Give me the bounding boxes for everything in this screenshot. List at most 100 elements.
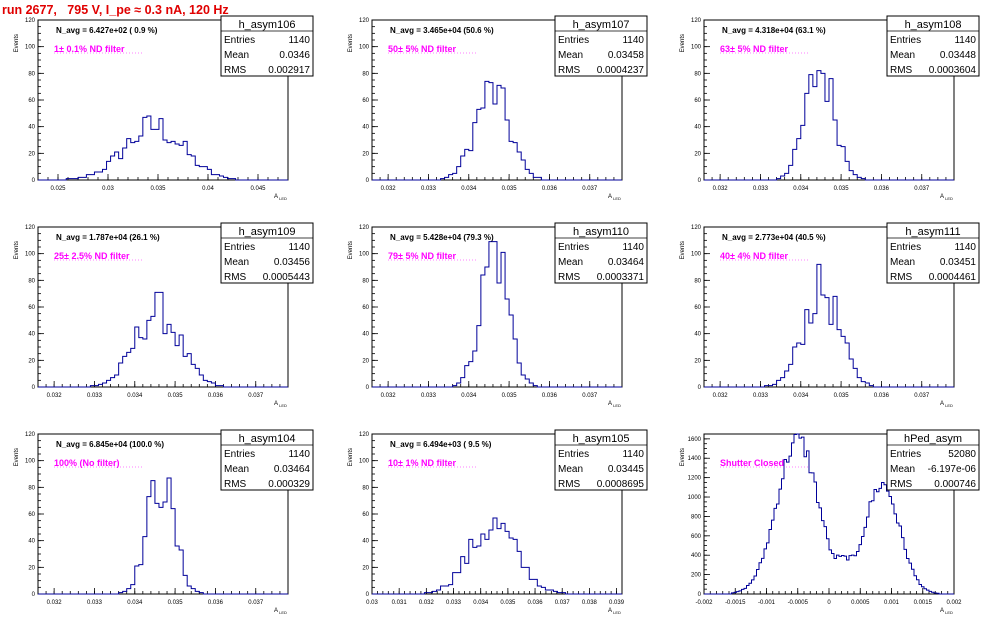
navg-label: N_avg = 2.773e+04 (40.5 %) [722,233,826,242]
x-tick-label: 0.001 [884,600,900,606]
x-axis-title-subscript: LED [612,403,621,408]
y-tick-label: 200 [691,573,702,579]
y-tick-label: 80 [362,71,369,77]
stats-histogram-name: h_asym105 [573,433,630,445]
stats-label-entries: Entries [224,242,255,253]
x-tick-label: 0.034 [793,186,809,192]
stats-value-rms: 0.0004237 [597,65,645,76]
histogram-panel-h_asym110: 0 20 40 60 80 100 120 0.032 0.033 0.034 0.035 0.036… [348,222,648,408]
stats-label-mean: Mean [890,464,915,475]
y-tick-label: 120 [691,18,702,24]
stats-value-mean: 0.03451 [940,257,977,268]
y-tick-label: 80 [28,485,35,491]
stats-label-mean: Mean [558,464,583,475]
stats-value-entries: 1140 [954,35,976,46]
histogram-bars [704,263,954,388]
x-tick-label: 0.035 [150,186,166,192]
x-tick-label: -0.001 [758,600,776,606]
y-tick-label: 60 [28,305,35,311]
stats-histogram-name: h_asym107 [573,19,630,31]
y-tick-label: 20 [362,565,369,571]
y-tick-label: 60 [362,305,369,311]
x-tick-label: 0.04 [202,186,214,192]
y-tick-label: 20 [362,358,369,364]
x-tick-label: 0.032 [47,600,63,606]
filter-label: 10± 1% ND filter [388,458,456,468]
y-axis-title: Events [680,34,686,52]
histogram-bars [372,241,622,388]
x-tick-label: 0.036 [874,186,890,192]
y-tick-label: 120 [25,225,36,231]
x-tick-label: 0.039 [609,600,625,606]
histogram-bars [372,517,622,595]
x-axis-title: A LED [940,608,953,615]
y-tick-label: 120 [25,432,36,438]
y-axis-title: Events [680,448,686,466]
page-title: run 2677, 795 V, I_pe ≈ 0.3 nA, 120 Hz [2,3,229,17]
y-tick-label: 40 [28,332,35,338]
y-tick-label: 80 [694,278,701,284]
x-tick-label: 0.033 [421,393,437,399]
y-tick-label: 100 [359,45,370,51]
x-tick-label: -0.002 [695,600,713,606]
y-tick-label: 40 [694,125,701,131]
stats-value-mean: 0.0346 [279,50,310,61]
x-axis-title: A LED [274,401,287,408]
x-tick-label: 0.036 [874,393,890,399]
filter-label: 1± 0.1% ND filter [54,44,125,54]
x-axis-title: A LED [940,401,953,408]
filter-label: 100% (No filter) [54,458,120,468]
y-tick-label: 0 [698,592,702,598]
x-tick-label: 0.032 [713,393,729,399]
x-tick-label: 0.037 [582,393,598,399]
stats-value-rms: 0.0008695 [597,479,645,490]
stats-label-rms: RMS [558,479,581,490]
y-tick-label: 0 [32,592,36,598]
y-tick-label: 60 [362,98,369,104]
x-axis-title: A LED [274,194,287,201]
y-tick-label: 1200 [688,476,702,482]
y-tick-label: 80 [694,71,701,77]
x-tick-label: 0.035 [168,600,184,606]
x-axis-title-subscript: LED [944,610,953,615]
stats-label-rms: RMS [890,65,913,76]
x-tick-label: 0.0005 [851,600,870,606]
filter-label: 79± 5% ND filter [388,251,456,261]
y-tick-label: 0 [366,178,370,184]
stats-value-entries: 52080 [948,449,976,460]
x-tick-label: 0.035 [502,393,518,399]
stats-label-mean: Mean [558,257,583,268]
x-tick-label: 0.033 [753,186,769,192]
y-tick-label: 20 [28,358,35,364]
stats-value-mean: 0.03445 [608,464,645,475]
stats-box [554,429,648,491]
x-tick-label: 0.034 [461,186,477,192]
stats-box [220,429,314,491]
x-tick-label: 0.045 [250,186,266,192]
x-tick-label: 0.036 [542,393,558,399]
stats-label-entries: Entries [224,35,255,46]
x-axis-title-subscript: LED [278,196,287,201]
x-axis-title: A LED [274,608,287,615]
x-tick-label: 0.032 [47,393,63,399]
y-axis-title: Events [348,34,354,52]
y-axis-title: Events [14,34,20,52]
x-tick-label: 0.036 [208,393,224,399]
y-tick-label: 120 [691,225,702,231]
x-tick-label: 0.033 [753,393,769,399]
x-axis-title-subscript: LED [278,403,287,408]
x-tick-label: 0.034 [127,600,143,606]
histogram-bars [38,115,288,181]
stats-label-entries: Entries [224,449,255,460]
x-tick-label: 0.03 [102,186,114,192]
navg-label: N_avg = 6.494e+03 ( 9.5 %) [390,440,492,449]
x-tick-label: 0.035 [834,393,850,399]
stats-box [220,15,314,77]
histogram-bars [38,477,288,595]
stats-histogram-name: h_asym109 [239,226,296,238]
x-tick-label: 0.033 [87,393,103,399]
y-tick-label: 80 [28,278,35,284]
stats-label-rms: RMS [224,272,247,283]
stats-histogram-name: h_asym104 [239,433,296,445]
x-tick-label: 0.032 [713,186,729,192]
